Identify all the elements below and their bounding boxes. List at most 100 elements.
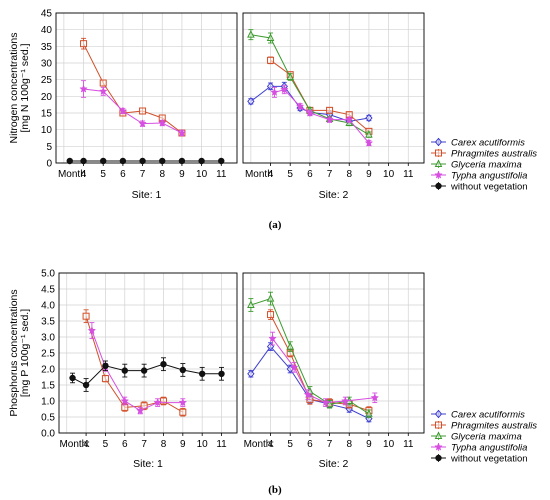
data-point (303, 390, 313, 399)
data-point (266, 82, 275, 91)
legend-item: Phragmites australis (431, 149, 537, 160)
legend-marker (435, 149, 442, 157)
data-point (140, 367, 148, 374)
figure-caption: (a) (269, 219, 282, 231)
y-tick-label: 45 (41, 9, 53, 20)
x-tick-label: 8 (159, 169, 165, 180)
y-tick-label: 4.0 (41, 301, 55, 312)
x-tick-label: 6 (307, 169, 313, 180)
x-tick-label: 9 (366, 439, 372, 450)
data-point (87, 326, 97, 335)
series-without-vegetation (69, 357, 225, 392)
data-point (139, 157, 146, 165)
series-line (85, 316, 184, 413)
y-tick-label: 4.5 (41, 285, 55, 296)
legend-label: without vegetation (450, 454, 528, 465)
data-point (286, 72, 295, 80)
data-point (280, 85, 289, 94)
series-phragmites-australis (267, 309, 373, 415)
data-point (120, 396, 130, 405)
y-axis-label: Nitrogen concentrations (8, 33, 20, 144)
x-tick-label: 9 (179, 169, 185, 180)
y-tick-label: 25 (41, 75, 53, 86)
legend-label: Typha angustifolia (451, 443, 527, 454)
legend-label: Carex acutiformis (451, 138, 525, 149)
x-tick-label: 8 (346, 439, 352, 450)
data-point (66, 157, 73, 165)
panel-frame (55, 12, 238, 164)
legend-label: Carex acutiformis (451, 410, 525, 421)
data-point (198, 157, 205, 165)
legend-marker (434, 159, 443, 167)
series-typha-angustifolia (268, 331, 380, 407)
data-point (266, 293, 275, 302)
data-point (365, 130, 373, 138)
legend-item: without vegetation (431, 454, 528, 465)
series-typha-angustifolia (79, 80, 187, 137)
panel-site-2: 4 5 6 7 8 9 10 11 Month Site: 2 (242, 12, 425, 201)
x-tick-label: 8 (161, 439, 167, 450)
site-label: Site: 1 (133, 458, 163, 470)
x-tick-label: 9 (180, 439, 186, 450)
data-point (325, 399, 334, 408)
x-tick-label: 10 (196, 169, 208, 180)
site-label: Site: 1 (132, 189, 162, 201)
data-point (179, 366, 187, 374)
y-axis-label: Phosphorus concentrations (8, 289, 20, 416)
legend-label: Phragmites australis (451, 421, 537, 432)
y-tick-label: 2.5 (41, 349, 55, 360)
legend-item: Typha angustifolia (431, 443, 527, 454)
panel-site-2: 4 5 6 7 8 9 10 11 Month: Site: 2 (242, 272, 425, 470)
data-point (198, 370, 206, 377)
data-point (99, 79, 107, 87)
series-phragmites-australis (267, 56, 373, 135)
data-point (370, 393, 380, 402)
x-axis-label-month: Month (58, 169, 86, 180)
data-point (153, 398, 162, 407)
data-point (177, 128, 187, 137)
y-axis-unit: [mg N 100g⁻¹ sed.] (19, 43, 31, 132)
data-point (82, 381, 90, 389)
x-tick-label: 6 (122, 439, 128, 450)
legend-label: Phragmites australis (451, 149, 537, 160)
legend-label: without vegetation (450, 182, 528, 193)
data-point (139, 107, 147, 115)
data-point (286, 341, 295, 350)
y-tick-label: 0.0 (41, 429, 55, 440)
x-tick-label: 4 (81, 169, 87, 180)
legend-item: Glyceria maxima (431, 159, 522, 171)
data-point (119, 157, 127, 165)
data-point (80, 157, 87, 165)
y-tick-label: 0 (46, 159, 52, 170)
data-point (326, 106, 334, 114)
panel-site-1: 4 5 6 7 8 9 10 11 Month: Site: 1 (58, 272, 238, 470)
legend-item: Carex acutiformis (431, 410, 525, 421)
site-label: Site: 2 (319, 458, 349, 470)
series-line (83, 88, 183, 134)
data-point (80, 40, 88, 48)
legend-marker (434, 442, 443, 451)
y-tick-label: 30 (41, 59, 53, 70)
legend-marker (434, 137, 443, 147)
x-tick-label: 11 (216, 439, 227, 450)
data-point (267, 311, 275, 319)
x-tick-label: 11 (216, 169, 227, 180)
x-tick-label: 7 (141, 439, 147, 450)
site-label: Site: 2 (319, 189, 349, 201)
series-typha-angustifolia (270, 85, 374, 147)
data-point (178, 157, 186, 165)
panel-frame (242, 272, 425, 434)
legend-label: Glyceria maxima (451, 432, 522, 443)
series-line (274, 89, 370, 144)
panel-frame (242, 12, 425, 164)
series-phragmites-australis (82, 309, 187, 417)
y-tick-label: 1.5 (41, 381, 55, 392)
y-tick-label: 10 (41, 125, 53, 136)
figure-caption: (b) (268, 484, 282, 496)
data-point (102, 362, 109, 369)
x-axis-label-month: Month (245, 169, 273, 180)
data-point (79, 84, 88, 93)
